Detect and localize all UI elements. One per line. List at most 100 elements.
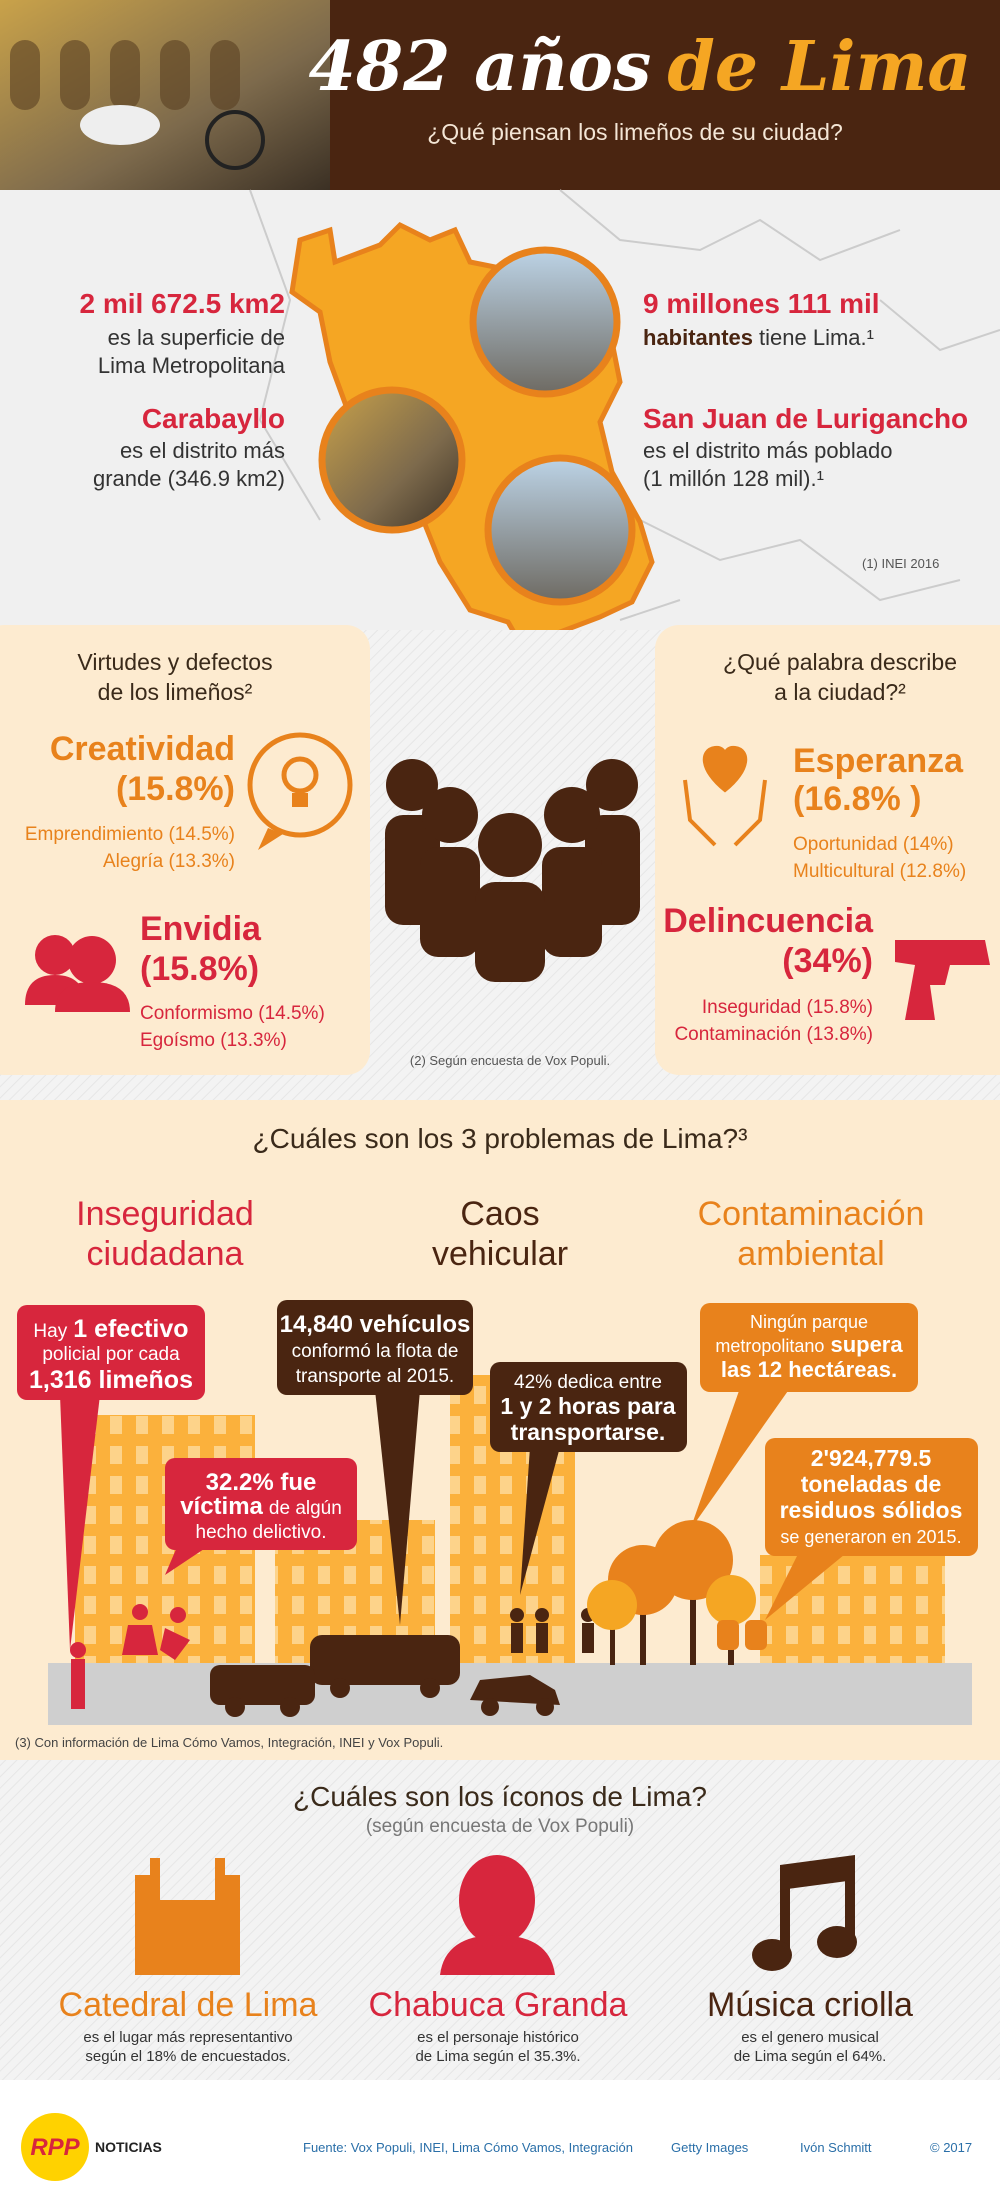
bubble-parks-part xyxy=(690,1388,790,1530)
crime-scene-part xyxy=(132,1604,148,1620)
people-icon-part xyxy=(422,787,478,843)
photo-fountain xyxy=(469,246,621,398)
music-icon xyxy=(752,1855,857,1971)
vehicles-part xyxy=(481,1698,499,1716)
people-icon-part xyxy=(420,847,480,957)
icon-text: de Lima según el 35.3%. xyxy=(415,2048,580,2065)
vehicles-part xyxy=(210,1665,315,1705)
logo-text: RPP xyxy=(30,2134,80,2161)
fact-text: habitantes tiene Lima.¹ xyxy=(643,325,874,350)
survey-section: Virtudes y defectos de los limeños² Crea… xyxy=(0,625,1000,1100)
problem-heading: Inseguridad xyxy=(76,1195,254,1233)
crime-scene-part xyxy=(160,1628,190,1660)
bubble-strong: 32.2% fue xyxy=(206,1469,317,1496)
icon-text: es el genero musical xyxy=(741,2029,879,2046)
bubble-text: Ningún parque xyxy=(750,1312,868,1332)
vehicles-part xyxy=(536,1698,554,1716)
title-accent: de Lima xyxy=(667,27,971,107)
bubble-waste-part xyxy=(765,1550,850,1620)
fact-text: es el distrito más xyxy=(120,438,285,463)
envy-icon-part xyxy=(35,935,75,975)
lightbulb-icon-part xyxy=(292,793,308,807)
people-icon-part xyxy=(586,759,638,811)
bins xyxy=(717,1620,767,1650)
photo-palace xyxy=(318,386,466,534)
top-virtue-pct: (15.8%) xyxy=(116,770,235,808)
pedestrians-part xyxy=(510,1608,524,1622)
bubble-strong: 2'924,779.5 xyxy=(811,1445,932,1471)
people-icon-part xyxy=(386,759,438,811)
virtue-other: Alegría (13.3%) xyxy=(103,851,235,872)
fact-value: 2 mil 672.5 km2 xyxy=(80,288,285,319)
lightbulb-icon-part xyxy=(258,828,283,850)
panel-title: de los limeños² xyxy=(98,679,253,705)
pedestrians xyxy=(510,1608,595,1653)
problem-heading: ambiental xyxy=(737,1235,884,1273)
problem-heading: ciudadana xyxy=(87,1235,244,1273)
fact-value: Carabayllo xyxy=(142,403,285,434)
vehicles-part xyxy=(225,1697,245,1717)
footer-copyright: © 2017 xyxy=(930,2140,972,2155)
arches-part xyxy=(60,40,90,110)
bottom-word-pct: (34%) xyxy=(782,942,873,980)
vehicles-part xyxy=(280,1697,300,1717)
problem-heading: Contaminación xyxy=(698,1195,925,1233)
trees-part xyxy=(610,1625,615,1665)
panel-title: Virtudes y defectos xyxy=(77,649,272,675)
arches-part xyxy=(10,40,40,110)
crime-scene-part xyxy=(70,1642,86,1658)
brand: NOTICIAS xyxy=(95,2139,162,2155)
fact-text: grande (346.9 km2) xyxy=(93,466,285,491)
icon-name: Catedral de Lima xyxy=(59,1986,318,2024)
vehicles xyxy=(210,1635,560,1717)
top-defect: Envidia xyxy=(140,910,262,948)
footer-photos: Getty Images xyxy=(671,2140,749,2155)
gun-icon xyxy=(895,940,990,1020)
pedestrians-part xyxy=(582,1623,594,1653)
trees-part xyxy=(706,1575,756,1625)
music-icon-part xyxy=(752,1939,792,1971)
defect-other: Egoísmo (13.3%) xyxy=(140,1030,287,1051)
bottom-word: Delincuencia xyxy=(663,902,874,940)
top-word-pct: (16.8% ) xyxy=(793,780,922,818)
bubble-parks-part: metropolitano supera xyxy=(715,1332,903,1357)
music-icon-part xyxy=(817,1926,857,1958)
bubble-strong: las 12 hectáreas. xyxy=(721,1357,897,1382)
bubble-victims-part xyxy=(165,1458,357,1550)
survey-note: (2) Según encuesta de Vox Populi. xyxy=(410,1053,610,1068)
bubble-waste-part xyxy=(765,1438,978,1556)
crime-scene xyxy=(70,1604,190,1709)
people-icon xyxy=(385,759,640,982)
bubble-parks: Ningún parque metropolitano supera las 12… xyxy=(690,1303,918,1530)
logo-circle xyxy=(21,2113,89,2181)
bubble-police-part: Hay 1 efectivo xyxy=(33,1315,188,1343)
icon-text: según el 18% de encuestados. xyxy=(85,2048,290,2065)
bubble-text: policial por cada xyxy=(42,1344,180,1365)
people-icon-part xyxy=(544,787,600,843)
footer-bg xyxy=(0,2080,1000,2200)
icon-text: es el personaje histórico xyxy=(417,2029,579,2046)
trees-part xyxy=(653,1520,733,1600)
music-icon-part xyxy=(845,1865,855,1940)
bubble-text: conformó la flota de xyxy=(292,1341,459,1362)
music-icon-part xyxy=(780,1855,855,1890)
defect-other: Conformismo (14.5%) xyxy=(140,1003,325,1024)
panel-title: ¿Qué palabra describe xyxy=(723,649,957,675)
word-other: Multicultural (12.8%) xyxy=(793,861,966,882)
carriage-wheel xyxy=(205,110,265,170)
crime-scene-part xyxy=(71,1659,85,1709)
pedestrians-part xyxy=(536,1623,548,1653)
bubble-text: metropolitano xyxy=(715,1336,824,1356)
bubble-victims-part: víctima de algún xyxy=(180,1493,342,1520)
word-other: Inseguridad (15.8%) xyxy=(702,997,873,1018)
hope-icon-part xyxy=(702,745,748,793)
bins-part xyxy=(745,1620,767,1650)
bubble-police-part xyxy=(60,1395,100,1650)
icons-subtitle: (según encuesta de Vox Populi) xyxy=(366,1816,634,1837)
trees-part xyxy=(587,1580,637,1630)
bubble-text: se generaron en 2015. xyxy=(780,1527,961,1547)
trees-part xyxy=(640,1600,646,1665)
chabuca-icon-part xyxy=(440,1935,555,1975)
